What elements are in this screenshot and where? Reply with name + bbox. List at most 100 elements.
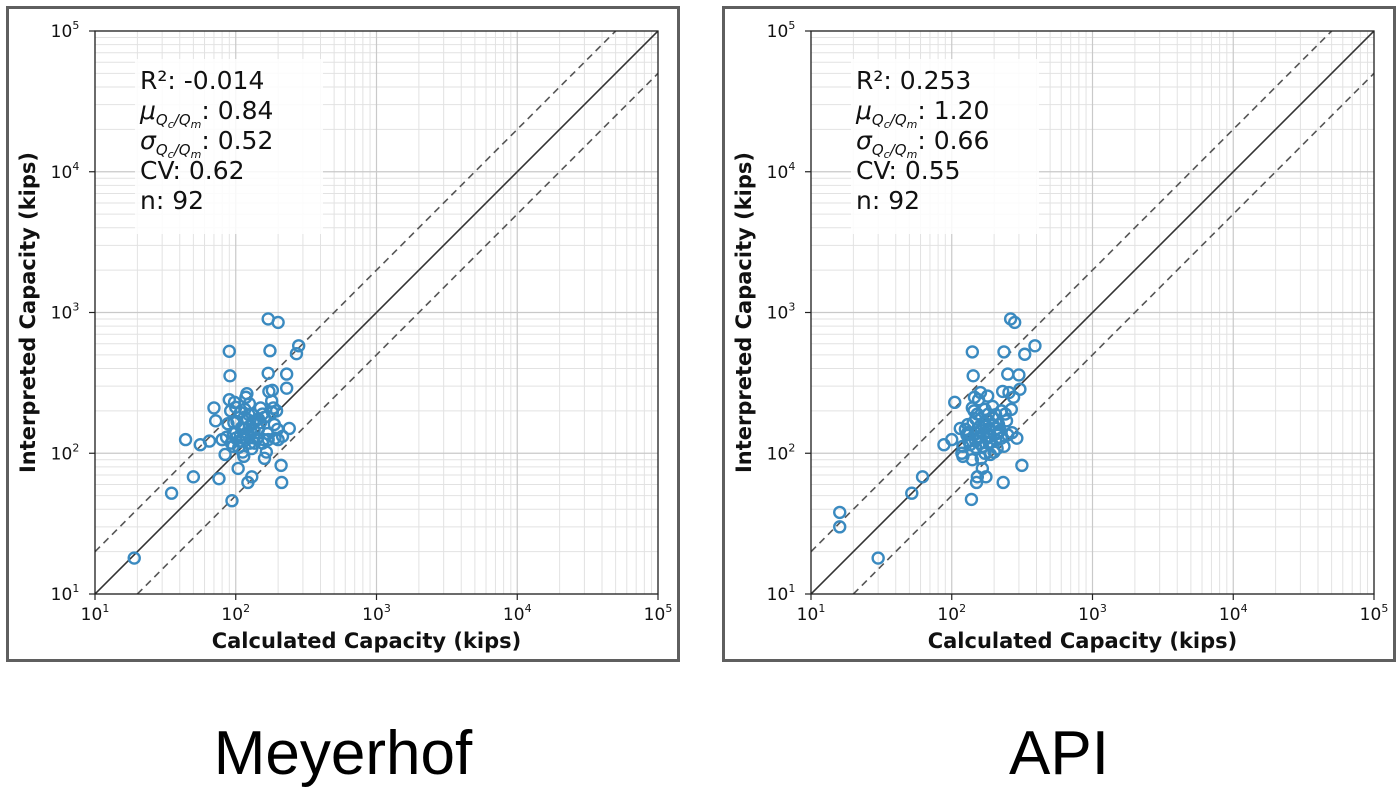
data-point	[279, 367, 294, 381]
y-tick-label: 103	[767, 301, 796, 324]
data-point	[996, 475, 1010, 490]
lower-bound-line	[136, 72, 658, 594]
data-point	[245, 441, 259, 456]
data-point	[291, 339, 306, 353]
data-point	[219, 430, 234, 444]
data-point	[997, 439, 1011, 454]
data-point	[979, 470, 993, 484]
data-points	[833, 312, 1042, 565]
data-point	[164, 486, 179, 500]
x-tick-label: 103	[1078, 602, 1107, 625]
data-point	[207, 401, 221, 415]
x-tick-label: 101	[81, 602, 110, 625]
data-point	[223, 369, 237, 383]
data-point	[255, 436, 270, 450]
data-point	[985, 399, 1000, 414]
data-point	[202, 434, 217, 448]
upper-bound-line	[95, 31, 617, 553]
data-point	[973, 430, 988, 444]
data-point	[1018, 347, 1032, 361]
data-points	[127, 312, 306, 565]
data-point	[289, 346, 304, 361]
x-tick-label: 105	[1360, 602, 1389, 625]
data-point	[1012, 368, 1026, 382]
y-tick-label: 105	[767, 19, 796, 42]
one-to-one-line	[95, 31, 658, 594]
data-point	[212, 471, 226, 486]
data-point	[1007, 315, 1022, 330]
reference-lines	[95, 31, 658, 594]
data-point	[961, 425, 975, 440]
data-point	[1004, 402, 1019, 417]
axis-ticks: 101 102 103 104 105 101 102 103 104 105	[767, 19, 1389, 625]
data-point	[995, 384, 1010, 399]
lower-bound-line	[852, 72, 1374, 594]
y-tick-label: 102	[767, 441, 796, 464]
y-tick-label: 104	[767, 160, 796, 183]
x-tick-label: 101	[797, 602, 826, 625]
x-tick-label: 102	[221, 602, 250, 625]
y-axis-label: Interpreted Capacity (kips)	[16, 152, 40, 473]
data-point	[1015, 458, 1029, 473]
stat-mu: μQc/Qm: 1.20	[855, 96, 989, 131]
data-point	[238, 421, 252, 436]
axis-ticks: 101 102 103 104 105 101 102 103 104 105	[51, 19, 673, 625]
data-point	[261, 366, 275, 380]
data-point	[983, 447, 998, 462]
data-point	[274, 475, 289, 490]
data-point	[208, 414, 223, 428]
stats-box-bg	[135, 59, 323, 234]
data-point	[978, 446, 992, 460]
data-point	[989, 421, 1004, 436]
data-point	[218, 447, 232, 462]
data-point	[833, 520, 847, 534]
x-tick-label: 104	[503, 602, 532, 625]
data-point	[915, 470, 930, 484]
stat-sigma: σQc/Qm: 0.66	[856, 126, 989, 161]
stats-box-bg	[851, 59, 1039, 234]
x-tick-label: 103	[362, 602, 391, 625]
chart-panel-meyerhof: R²: -0.014 μQc/Qm: 0.84 σQc/Qm: 0.52 CV: 0.…	[6, 6, 680, 662]
data-point	[226, 439, 240, 454]
upper-bound-line	[811, 31, 1333, 553]
grid	[810, 30, 1375, 595]
data-point	[1006, 390, 1021, 404]
data-point	[274, 458, 288, 473]
data-point	[945, 432, 959, 447]
data-point	[965, 345, 980, 359]
stat-mu: μQc/Qm: 0.84	[139, 96, 273, 131]
stat-n: n: 92	[856, 186, 920, 215]
data-point	[253, 415, 268, 430]
data-point	[227, 415, 241, 430]
data-point	[966, 369, 980, 383]
data-point	[969, 475, 984, 490]
reference-lines	[811, 31, 1374, 594]
x-tick-label: 104	[1219, 602, 1248, 625]
y-tick-label: 101	[51, 582, 80, 605]
y-axis-label: Interpreted Capacity (kips)	[732, 152, 756, 473]
data-point	[997, 345, 1011, 359]
data-point	[973, 385, 988, 400]
data-point	[1013, 382, 1027, 396]
data-point	[279, 381, 294, 395]
y-tick-label: 104	[51, 160, 80, 183]
x-tick-label: 105	[644, 602, 673, 625]
stat-r2: R²: -0.014	[140, 66, 264, 95]
data-point	[221, 417, 235, 431]
y-tick-label: 102	[51, 441, 80, 464]
data-point	[1028, 339, 1042, 353]
data-point	[1001, 367, 1015, 381]
data-point	[980, 389, 995, 403]
data-point	[970, 407, 985, 421]
caption-api: API	[1009, 719, 1109, 788]
data-point	[245, 470, 259, 484]
y-tick-label: 105	[51, 19, 80, 42]
stat-cv: CV: 0.62	[140, 156, 245, 185]
data-point	[282, 421, 296, 436]
data-point	[833, 505, 847, 520]
x-tick-label: 102	[937, 602, 966, 625]
